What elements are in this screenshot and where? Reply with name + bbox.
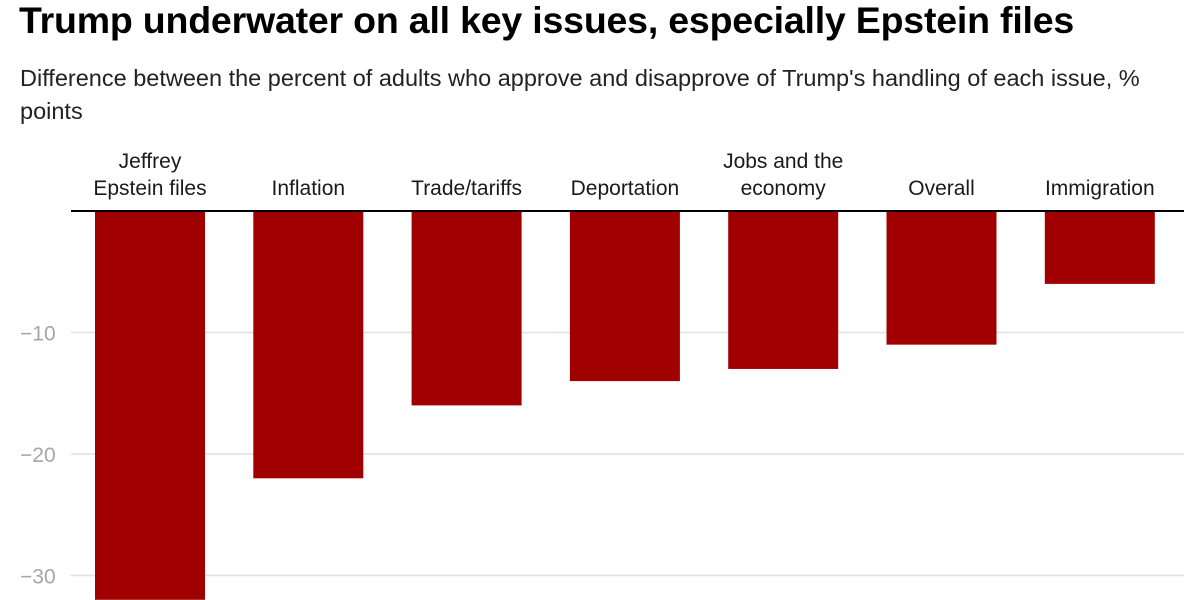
- category-label: Immigration: [1045, 177, 1155, 200]
- bar: [728, 211, 839, 369]
- bars: [95, 211, 1155, 600]
- y-tick-label: −20: [20, 444, 56, 467]
- category-label: Overall: [908, 177, 975, 200]
- category-label: Inflation: [272, 177, 346, 200]
- bar: [411, 211, 522, 406]
- category-label: Jobs and the economy: [723, 150, 843, 200]
- bar: [886, 211, 997, 345]
- category-labels: Jeffrey Epstein files Inflation Trade/tarif…: [93, 150, 1154, 200]
- bar: [95, 211, 205, 600]
- category-label: Jeffrey Epstein files: [93, 150, 206, 200]
- category-label: Trade/tariffs: [411, 177, 522, 200]
- bar: [253, 211, 364, 479]
- chart-subtitle: Difference between the percent of adults…: [20, 65, 1140, 124]
- category-label: Deportation: [571, 177, 680, 200]
- y-tick-label: −30: [20, 566, 56, 589]
- y-tick-label: −10: [20, 323, 56, 346]
- bar: [569, 211, 680, 382]
- bar: [1044, 211, 1155, 284]
- gridlines: −10 −20 −30: [20, 323, 1184, 589]
- chart-title: Trump underwater on all key issues, espe…: [19, 0, 1075, 41]
